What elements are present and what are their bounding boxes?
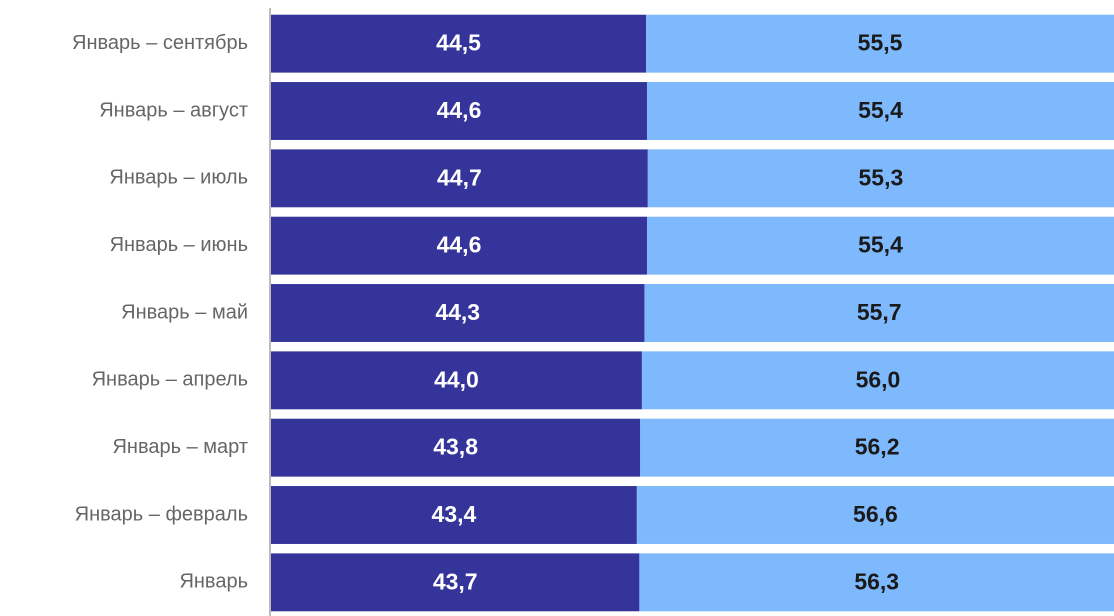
value-label: 44,5 [436,30,481,56]
value-label: 44,6 [437,232,482,258]
value-label: 56,2 [855,434,900,460]
category-label: Январь – март [112,436,248,458]
category-label: Январь – май [121,301,248,323]
value-label: 56,0 [856,366,901,392]
bar-segment [271,82,647,140]
bar-segment [646,82,1114,140]
bar-segment [644,284,1114,342]
category-label: Январь – февраль [75,503,248,525]
category-label: Январь – сентябрь [72,32,248,54]
bar-segment [646,14,1114,73]
bar-segment [271,14,647,73]
value-label: 55,5 [858,30,903,56]
bar-segment [641,351,1114,410]
value-label: 44,6 [437,97,482,123]
category-label: Январь – август [99,99,248,121]
bar-segment [271,418,641,477]
value-label: 55,4 [858,232,903,258]
value-label: 44,7 [437,164,482,190]
category-label: Январь [179,571,248,593]
value-label: 43,8 [433,434,478,460]
bar-segment [646,216,1114,275]
bar-segment [639,553,1114,612]
value-label: 43,7 [433,568,478,594]
bar-segment [271,216,647,275]
value-label: 56,3 [854,568,899,594]
category-label: Январь – июль [109,167,248,189]
bar-segment [271,553,640,612]
bar-segment [647,149,1114,208]
bar-segment [636,486,1114,544]
bar-segment [271,486,637,544]
value-label: 55,3 [859,164,904,190]
value-label: 56,6 [853,501,898,527]
bar-segment [640,418,1114,477]
value-label: 44,0 [434,366,479,392]
value-label: 55,7 [857,299,902,325]
value-label: 55,4 [858,97,903,123]
bar-segment [271,149,648,208]
bar-segment [271,284,645,342]
value-label: 44,3 [435,299,480,325]
category-label: Январь – апрель [92,369,248,391]
bar-segment [271,351,642,410]
category-label: Январь – июнь [110,234,248,256]
value-label: 43,4 [432,501,477,527]
